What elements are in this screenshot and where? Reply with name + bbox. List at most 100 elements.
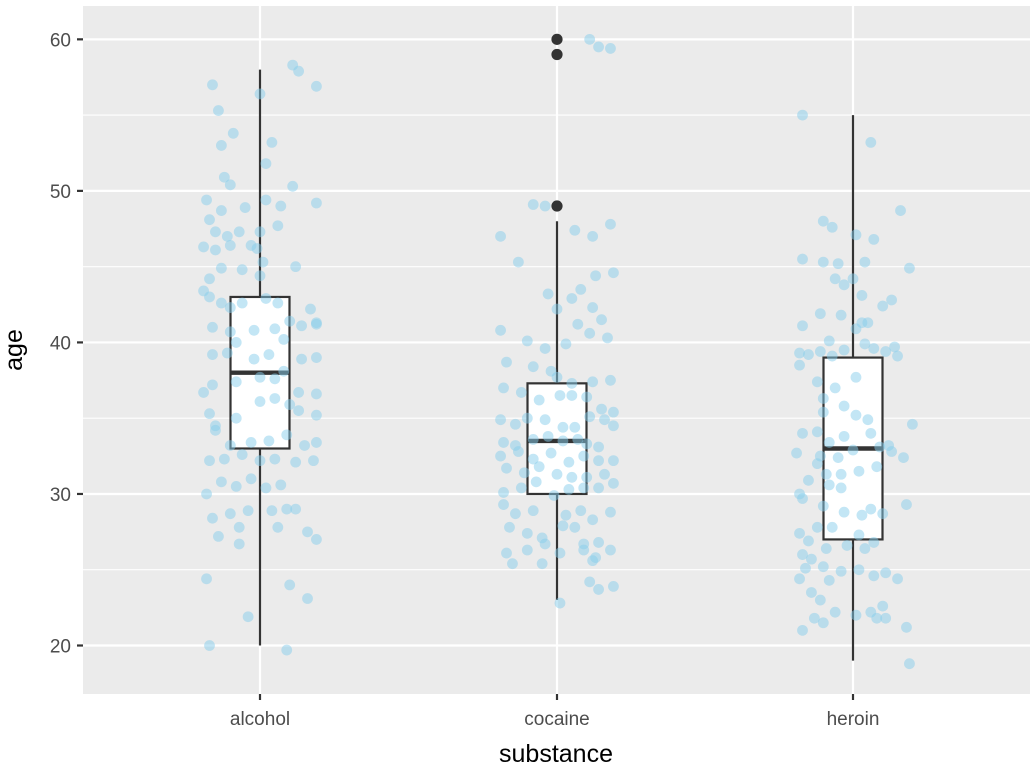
jitter-point (218, 453, 230, 465)
jitter-point (290, 503, 302, 515)
jitter-point (207, 379, 218, 391)
jitter-point (895, 205, 906, 216)
jitter-point (311, 318, 322, 330)
jitter-point (254, 226, 266, 238)
jitter-point (868, 570, 880, 582)
jitter-point (865, 503, 877, 515)
jitter-point (198, 241, 209, 253)
jitter-point (566, 471, 578, 483)
jitter-point (242, 611, 254, 623)
jitter-point (898, 452, 909, 463)
jitter-point (811, 521, 823, 533)
jitter-point (850, 409, 862, 421)
jitter-point (596, 403, 607, 415)
jitter-point (593, 455, 604, 467)
jitter-point (510, 508, 521, 520)
jitter-point (850, 609, 862, 621)
jitter-point (501, 356, 512, 368)
jitter-point (311, 197, 322, 209)
jitter-point (886, 294, 898, 306)
jitter-point (275, 200, 287, 212)
jitter-point (210, 424, 221, 436)
jitter-point (892, 573, 903, 585)
jitter-point (269, 373, 281, 385)
jitter-point (803, 535, 814, 547)
jitter-point (811, 458, 823, 470)
jitter-point (299, 440, 310, 451)
jitter-point (296, 320, 307, 332)
jitter-point (847, 444, 859, 456)
jitter-point (566, 390, 578, 401)
jitter-point (495, 324, 506, 336)
jitter-point (823, 574, 835, 586)
jitter-point (533, 394, 545, 406)
jitter-point (865, 427, 877, 439)
jitter-point (593, 41, 604, 53)
jitter-point (551, 371, 563, 383)
jitter-point (515, 482, 527, 494)
jitter-point (263, 349, 275, 360)
jitter-point (233, 226, 245, 238)
jitter-point (539, 538, 551, 550)
jitter-point (545, 447, 557, 459)
jitter-point (853, 465, 865, 477)
jitter-point (868, 233, 880, 245)
jitter-point (207, 349, 218, 360)
jitter-point (608, 406, 619, 418)
jitter-point (797, 320, 808, 332)
jitter-point (850, 229, 862, 241)
jitter-point (507, 558, 518, 570)
jitter-point (605, 544, 616, 556)
jitter-point (901, 621, 912, 633)
jitter-point (281, 503, 293, 515)
jitter-point (853, 564, 865, 576)
jitter-point (794, 527, 805, 539)
jitter-point (293, 405, 305, 417)
jitter-point (817, 215, 829, 227)
jitter-point (871, 461, 883, 473)
jitter-point (236, 297, 248, 309)
jitter-point (835, 468, 847, 480)
jitter-point (590, 270, 602, 282)
jitter-point (284, 315, 296, 327)
jitter-point (581, 471, 593, 483)
y-tick-label: 40 (50, 333, 71, 354)
jitter-point (880, 346, 892, 357)
x-axis-title: substance (499, 740, 613, 768)
jitter-point (575, 505, 587, 517)
jitter-point (877, 508, 889, 520)
jitter-point (599, 468, 610, 480)
jitter-point (281, 644, 293, 656)
jitter-point (311, 534, 322, 545)
jitter-point (584, 411, 596, 423)
jitter-point (835, 565, 847, 577)
jitter-point (542, 288, 554, 300)
jitter-point (269, 323, 281, 335)
x-tick-labels: alcohol cocaine heroin (230, 709, 880, 730)
jitter-point (281, 429, 293, 441)
jitter-point (569, 421, 581, 433)
jitter-point (847, 273, 859, 285)
jitter-point (218, 171, 230, 183)
jitter-point (593, 537, 604, 548)
jitter-point (221, 347, 233, 359)
jitter-point (868, 537, 880, 548)
jitter-point (521, 412, 533, 424)
jitter-point (814, 308, 826, 320)
jitter-point (817, 561, 829, 573)
jitter-point (198, 387, 209, 398)
y-axis-title: age (0, 329, 28, 371)
jitter-point (504, 521, 515, 533)
jitter-point (290, 456, 302, 468)
jitter-point (210, 244, 221, 256)
jitter-point (204, 455, 215, 467)
jitter-point (204, 291, 215, 303)
jitter-point (563, 456, 575, 468)
jitter-point (811, 376, 823, 388)
jitter-point (498, 437, 509, 448)
jitter-point (233, 521, 245, 533)
jitter-point (814, 594, 826, 606)
jitter-point (817, 406, 829, 418)
jitter-point (797, 493, 808, 504)
jitter-point (311, 352, 322, 363)
